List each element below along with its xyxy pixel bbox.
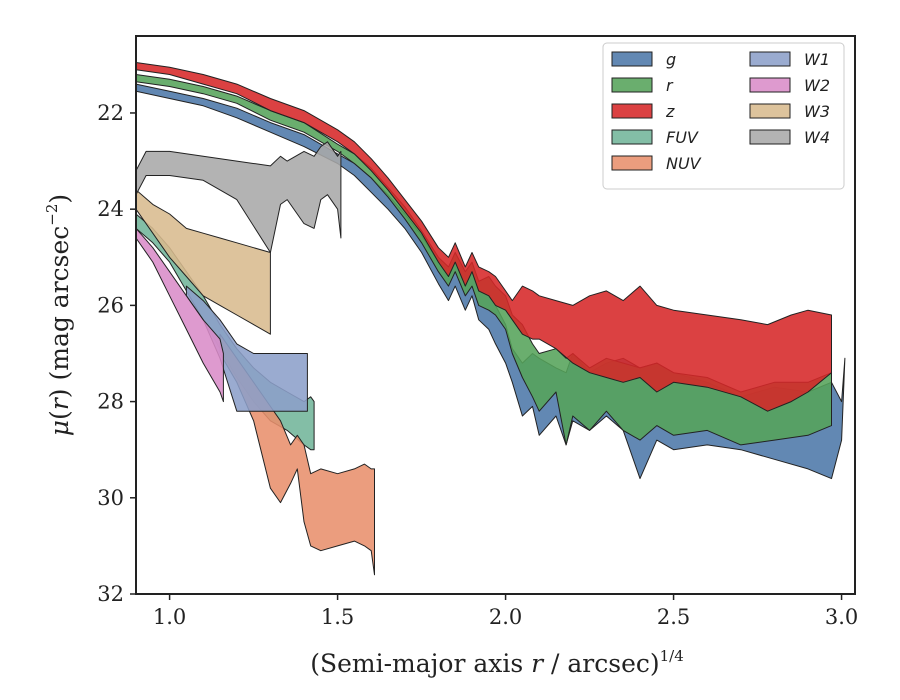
legend: grz FUV NUV W1 W2 W3 W4 [602, 42, 845, 190]
band-w2 [136, 227, 224, 403]
legend-swatch-w3 [749, 103, 791, 119]
y-tick-label: 28 [97, 390, 124, 414]
x-tick-label: 1.0 [153, 605, 186, 629]
x-tick-label: 1.5 [321, 605, 354, 629]
legend-swatch-z [611, 103, 653, 119]
y-axis-label: μ(r) (mag arcsec−2) [43, 194, 74, 436]
x-tick-label: 2.0 [489, 605, 522, 629]
legend-label-w2: W2 [804, 76, 830, 95]
band-z [136, 62, 832, 412]
x-tick-label: 3.0 [825, 605, 858, 629]
x-axis-label: (Semi-major axis r / arcsec)1/4 [310, 647, 684, 678]
legend-swatch-nuv [611, 155, 653, 171]
y-tick-label: 24 [97, 197, 124, 221]
legend-swatch-r [611, 77, 653, 93]
legend-swatch-g [611, 51, 653, 67]
legend-label-nuv: NUV [666, 154, 702, 173]
legend-swatch-fuv [611, 129, 653, 145]
legend-label-w4: W4 [804, 128, 830, 147]
x-axis-ticks: 1.0 1.5 2.0 2.5 3.0 [153, 594, 858, 629]
y-tick-label: 22 [97, 101, 124, 125]
legend-swatch-w1 [749, 51, 791, 67]
plot-frame [135, 35, 856, 595]
band-w4 [136, 141, 342, 253]
legend-label-w1: W1 [804, 50, 830, 69]
legend-label-w3: W3 [804, 102, 830, 121]
y-tick-label: 30 [97, 486, 124, 510]
legend-label-g: g [666, 50, 676, 69]
legend-label-r: r [666, 76, 674, 95]
band-w3 [136, 189, 271, 335]
y-axis-ticks: 22 24 26 28 30 32 [97, 101, 136, 606]
legend-label-fuv: FUV [666, 128, 699, 147]
legend-label-z: z [665, 102, 675, 121]
legend-swatch-w2 [749, 77, 791, 93]
legend-swatch-w4 [749, 129, 791, 145]
bands-layer [136, 62, 846, 576]
y-tick-label: 32 [97, 582, 124, 606]
x-tick-label: 2.5 [657, 605, 690, 629]
y-tick-label: 26 [97, 293, 124, 317]
